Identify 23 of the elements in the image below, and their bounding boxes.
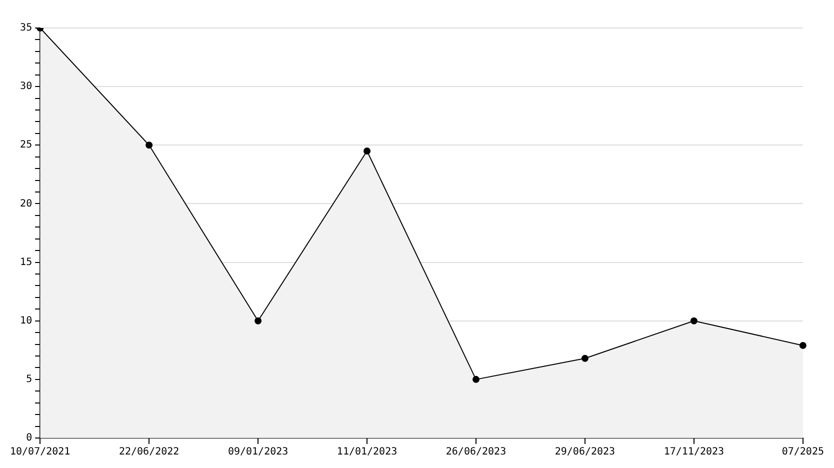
x-tick-label: 17/11/2023 (664, 446, 724, 458)
y-tick-label: 10 (20, 315, 32, 326)
x-tick-label: 26/06/2023 (446, 446, 506, 458)
x-tick-label: 11/01/2023 (336, 446, 398, 458)
y-tick-label: 15 (20, 256, 32, 268)
point (799, 342, 806, 349)
x-tick-label: 09/01/2023 (228, 446, 288, 458)
point (364, 148, 371, 154)
x-tick-label: 22/06/2022 (118, 446, 180, 458)
x-tick-label: 10/07/2021 (10, 446, 70, 458)
point (690, 317, 698, 324)
y-tick-label: 5 (26, 374, 32, 386)
point (472, 376, 480, 383)
x-tick-label: 07/2025 (782, 446, 824, 458)
y-tick-label: 30 (20, 81, 32, 92)
point (146, 142, 153, 149)
x-tick-label: 29/06/2023 (554, 446, 616, 458)
point (254, 317, 262, 324)
y-tick-label: 20 (20, 198, 32, 210)
y-tick-label: 35 (20, 22, 32, 34)
y-tick-label: 0 (26, 432, 32, 444)
y-tick-label: 25 (20, 140, 32, 151)
point (581, 354, 588, 362)
